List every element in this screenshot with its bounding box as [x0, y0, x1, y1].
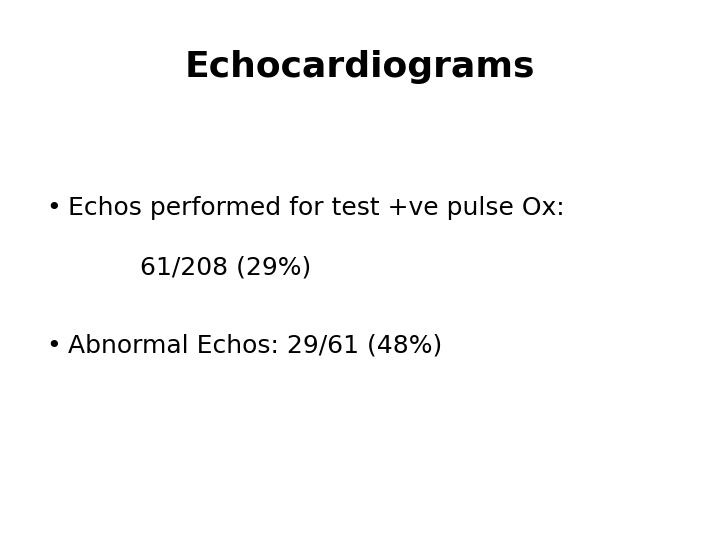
Text: •: • — [47, 196, 61, 220]
Text: Abnormal Echos: 29/61 (48%): Abnormal Echos: 29/61 (48%) — [68, 334, 443, 357]
Text: Echos performed for test +ve pulse Ox:: Echos performed for test +ve pulse Ox: — [68, 196, 565, 220]
Text: •: • — [47, 334, 61, 357]
Text: 61/208 (29%): 61/208 (29%) — [140, 255, 312, 279]
Text: Echocardiograms: Echocardiograms — [185, 51, 535, 84]
